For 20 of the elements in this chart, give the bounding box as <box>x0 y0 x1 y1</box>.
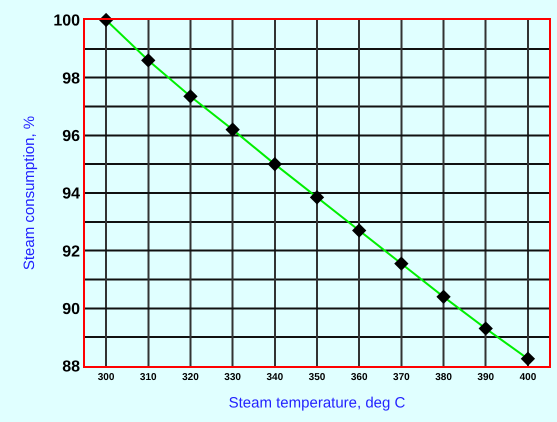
y-tick-label: 98 <box>62 70 80 88</box>
x-tick-label: 390 <box>477 372 495 383</box>
x-tick-label: 350 <box>308 372 326 383</box>
y-tick-label: 90 <box>62 300 80 318</box>
x-tick-label: 370 <box>393 372 410 383</box>
x-tick-label: 320 <box>182 372 200 383</box>
x-tick-label: 300 <box>98 372 115 383</box>
x-tick-label: 400 <box>520 372 537 383</box>
x-tick-label: 330 <box>224 372 242 383</box>
y-tick-label: 94 <box>62 186 80 203</box>
y-tick-label: 100 <box>53 12 80 30</box>
x-tick-label: 310 <box>140 372 158 383</box>
y-axis-title: Steam consumption, % <box>21 116 38 270</box>
x-axis-title: Steam temperature, deg C <box>228 394 406 412</box>
x-tick-label: 340 <box>266 372 284 383</box>
x-tick-label: 380 <box>435 372 452 383</box>
y-tick-label: 92 <box>62 243 80 260</box>
x-tick-label: 360 <box>350 372 368 383</box>
y-tick-label: 96 <box>62 128 80 145</box>
y-tick-label: 88 <box>62 358 80 376</box>
